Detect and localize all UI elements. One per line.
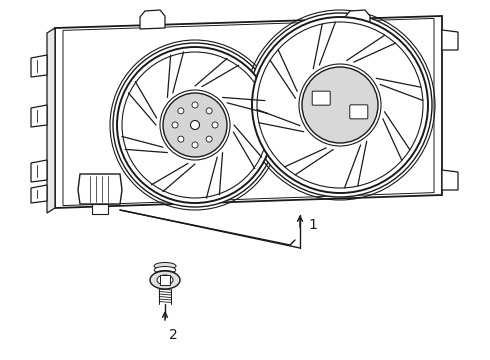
Polygon shape (78, 174, 122, 204)
Ellipse shape (206, 108, 212, 114)
Ellipse shape (155, 279, 175, 285)
Ellipse shape (192, 142, 198, 148)
Ellipse shape (154, 270, 175, 278)
Polygon shape (345, 10, 370, 29)
Ellipse shape (117, 47, 273, 203)
Ellipse shape (154, 266, 176, 274)
Ellipse shape (113, 43, 277, 207)
Ellipse shape (178, 108, 184, 114)
Polygon shape (31, 55, 47, 77)
Ellipse shape (150, 271, 180, 289)
Polygon shape (31, 185, 47, 203)
Ellipse shape (163, 93, 227, 157)
Polygon shape (47, 28, 55, 213)
Polygon shape (140, 10, 165, 29)
Ellipse shape (155, 274, 175, 282)
FancyBboxPatch shape (92, 204, 108, 214)
Polygon shape (442, 170, 458, 190)
Polygon shape (31, 160, 47, 182)
Ellipse shape (191, 121, 199, 130)
Ellipse shape (248, 13, 432, 197)
Ellipse shape (302, 67, 378, 143)
Polygon shape (442, 30, 458, 50)
FancyBboxPatch shape (160, 275, 170, 285)
Text: 2: 2 (169, 328, 178, 342)
Ellipse shape (172, 122, 178, 128)
Ellipse shape (157, 275, 173, 285)
Polygon shape (31, 105, 47, 127)
Ellipse shape (252, 17, 428, 193)
FancyBboxPatch shape (350, 105, 368, 119)
Text: 1: 1 (308, 218, 317, 232)
Polygon shape (63, 18, 434, 206)
Ellipse shape (178, 136, 184, 142)
Ellipse shape (212, 122, 218, 128)
Ellipse shape (154, 262, 176, 270)
Ellipse shape (206, 136, 212, 142)
Polygon shape (55, 16, 442, 208)
Ellipse shape (192, 102, 198, 108)
FancyBboxPatch shape (312, 91, 330, 105)
